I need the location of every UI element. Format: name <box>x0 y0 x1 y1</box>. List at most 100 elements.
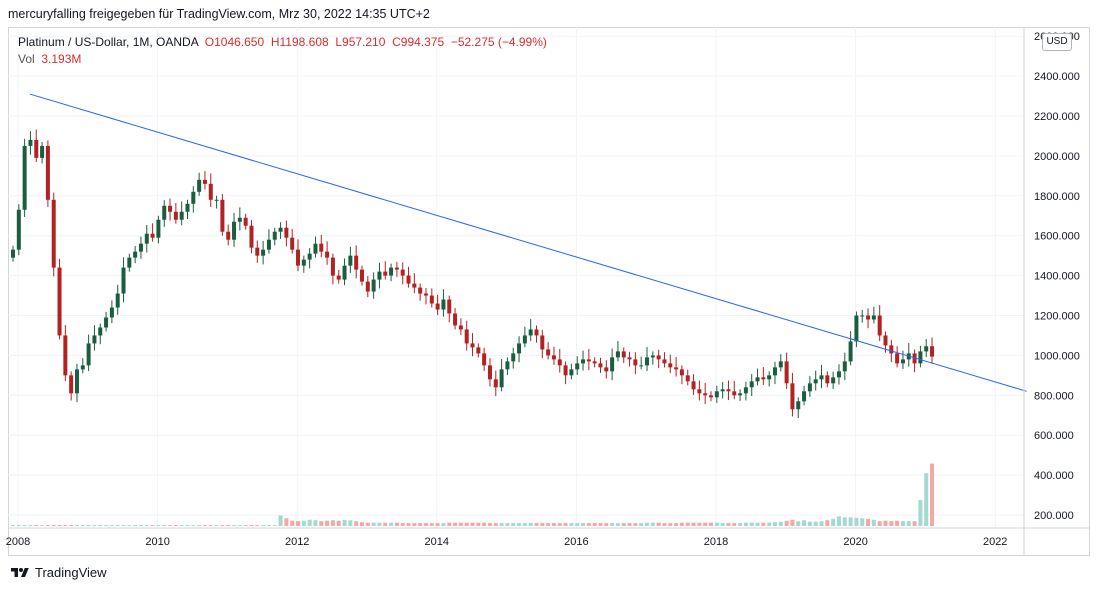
time-tick-label: 2020 <box>843 536 867 548</box>
volume-bar <box>714 522 719 526</box>
volume-bar <box>627 523 632 526</box>
candle-body <box>767 375 772 380</box>
price-tick-label: 200.000 <box>1034 510 1074 522</box>
volume-bar <box>848 517 853 526</box>
volume-bar <box>522 523 527 526</box>
candle-body <box>34 139 39 158</box>
candle-body <box>540 335 545 350</box>
low-label: L <box>335 35 343 49</box>
candle-body <box>243 217 248 226</box>
volume-bar <box>918 500 923 526</box>
candle-body <box>761 377 766 380</box>
candle-body <box>400 269 405 276</box>
candle-body <box>691 381 696 390</box>
volume-bar <box>551 523 556 526</box>
volume-bar <box>796 521 801 526</box>
volume-bar <box>261 525 266 526</box>
candle-body <box>662 359 667 364</box>
volume-bar <box>348 520 353 526</box>
candle-body <box>807 383 812 392</box>
volume-bar <box>237 525 242 526</box>
volume-bar <box>633 523 638 526</box>
candle-body <box>389 267 394 276</box>
candle-body <box>482 353 487 366</box>
volume-bar <box>191 525 196 526</box>
candle-body <box>348 255 353 266</box>
candle-body <box>505 361 510 370</box>
candle-body <box>842 361 847 372</box>
volume-bar <box>173 525 178 526</box>
open-value: 1046.650 <box>214 35 265 49</box>
candle-body <box>458 325 463 330</box>
candle-body <box>185 203 190 212</box>
chart-panel[interactable] <box>8 27 1090 556</box>
time-tick-label: 2010 <box>145 536 169 548</box>
candle-body <box>470 343 475 348</box>
volume-bar <box>272 525 277 526</box>
volume-bar <box>906 521 911 526</box>
candle-body <box>278 227 283 232</box>
volume-bar <box>679 522 684 526</box>
candle-body <box>871 315 876 320</box>
candle-body <box>732 391 737 396</box>
volume-bar <box>586 523 591 526</box>
volume-bar <box>813 521 818 526</box>
volume-bar <box>743 522 748 526</box>
candle-body <box>586 359 591 362</box>
candle-body <box>895 353 900 364</box>
volume-bar <box>470 522 475 526</box>
candle-body <box>796 401 801 410</box>
volume-bar <box>389 522 394 526</box>
volume-bar <box>40 525 45 526</box>
candle-body <box>371 279 376 292</box>
candle-body <box>307 253 312 260</box>
candle-body <box>697 389 702 394</box>
candle-body <box>813 379 818 384</box>
candle-body <box>819 375 824 380</box>
candle-body <box>45 145 50 200</box>
volume-bar <box>290 520 295 526</box>
volume-bar <box>458 522 463 526</box>
candle-body <box>365 281 370 292</box>
candle-body <box>627 357 632 360</box>
candle-body <box>11 249 15 258</box>
volume-bar <box>877 521 882 526</box>
candle-body <box>720 389 725 392</box>
tradingview-logo-icon <box>11 567 29 577</box>
candle-body <box>28 139 33 146</box>
volume-bar <box>871 519 876 526</box>
volume-bar <box>703 522 708 526</box>
candle-body <box>447 299 452 314</box>
candle-body <box>92 335 97 344</box>
candle-body <box>592 361 597 364</box>
symbol-label: Platinum / US-Dollar, 1M, OANDA <box>18 35 199 49</box>
candle-body <box>429 295 434 304</box>
candle-body <box>150 233 155 238</box>
price-tick-label: 2400.000 <box>1034 71 1080 83</box>
volume-bar <box>866 518 871 526</box>
tradingview-logo[interactable]: TradingView <box>10 565 107 580</box>
currency-button[interactable]: USD <box>1042 33 1072 51</box>
volume-bar <box>569 523 574 526</box>
volume-bar <box>505 523 510 526</box>
candle-body <box>755 377 760 382</box>
volume-bar <box>301 520 306 526</box>
candle-body <box>394 267 399 270</box>
candle-body <box>418 287 423 294</box>
volume-bar <box>144 525 149 526</box>
candle-body <box>930 346 935 357</box>
candle-body <box>738 393 743 396</box>
volume-bar <box>854 517 859 526</box>
volume-bar <box>755 522 760 526</box>
volume-bar <box>528 523 533 526</box>
price-tick-label: 1600.000 <box>1034 231 1080 243</box>
candle-body <box>80 365 85 370</box>
candle-body <box>266 239 271 250</box>
volume-bars <box>11 463 935 526</box>
candle-body <box>296 249 301 266</box>
volume-bar <box>924 473 929 526</box>
candle-body <box>319 243 324 252</box>
volume-bar <box>86 525 91 526</box>
candle-body <box>656 355 661 360</box>
